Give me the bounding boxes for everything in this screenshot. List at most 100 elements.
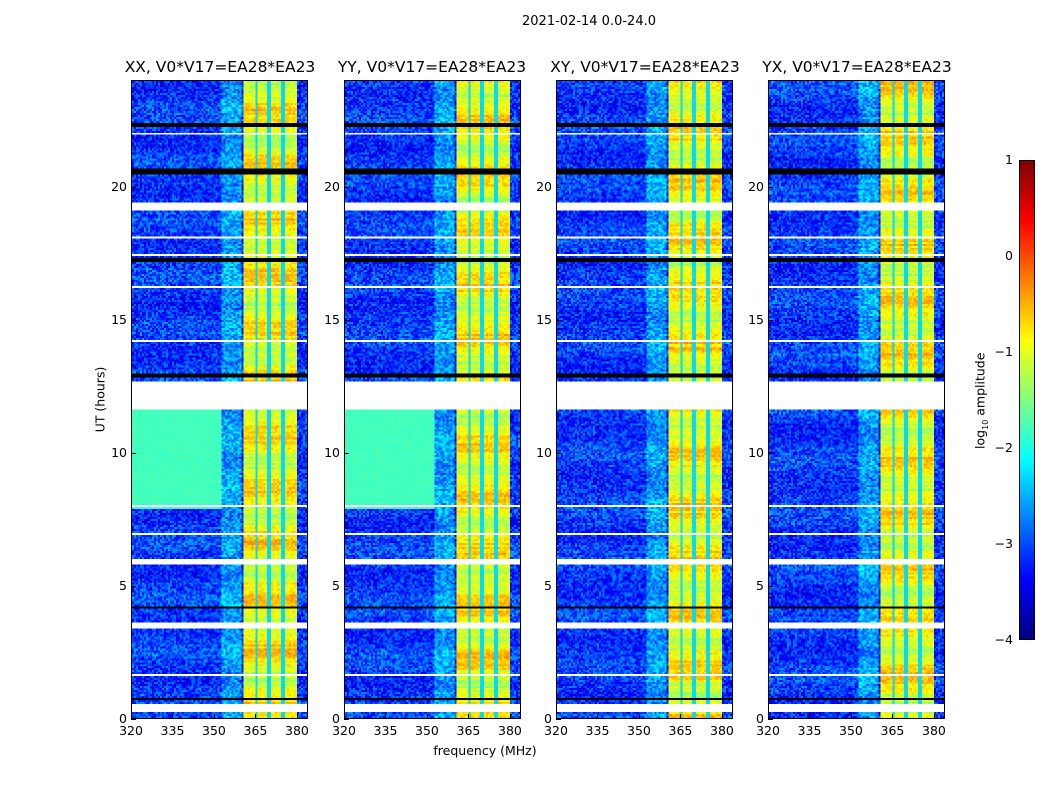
- x-tick-label: 380: [285, 723, 309, 738]
- y-tick-label: 5: [756, 577, 764, 593]
- x-tick-label: 335: [160, 723, 185, 738]
- waterfall-heatmap: [557, 81, 732, 718]
- y-tick-mark: [344, 585, 349, 587]
- figure-title: 2021-02-14 0.0-24.0: [522, 14, 656, 29]
- x-tick-mark: [468, 714, 470, 719]
- colorbar-tick-label: 0: [1005, 248, 1013, 263]
- x-tick-label: 365: [668, 723, 693, 738]
- y-tick-mark: [131, 186, 136, 188]
- x-tick-label: 335: [373, 723, 398, 738]
- y-tick-label: 10: [111, 444, 127, 460]
- y-tick-label: 5: [544, 577, 552, 593]
- x-tick-label: 365: [456, 723, 481, 738]
- x-tick-mark: [850, 714, 852, 719]
- y-tick-mark: [344, 719, 349, 720]
- x-tick-mark: [933, 714, 935, 719]
- y-tick-label: 10: [536, 444, 552, 460]
- colorbar-tick-label: 1: [1005, 152, 1013, 167]
- y-tick-mark: [768, 585, 773, 587]
- x-tick-mark: [426, 714, 428, 719]
- y-tick-label: 5: [119, 577, 127, 593]
- colorbar-gradient: [1020, 161, 1034, 639]
- x-tick-mark: [344, 714, 345, 719]
- y-tick-label: 5: [332, 577, 340, 593]
- x-tick-mark: [721, 714, 723, 719]
- y-tick-mark: [131, 719, 136, 720]
- waterfall-panel-yx: [768, 80, 945, 719]
- y-tick-mark: [131, 319, 136, 321]
- y-tick-mark: [556, 319, 561, 321]
- x-tick-mark: [385, 714, 387, 719]
- y-tick-label: 20: [324, 178, 340, 194]
- colorbar: [1019, 160, 1035, 640]
- y-tick-label: 15: [748, 311, 764, 327]
- waterfall-heatmap: [769, 81, 944, 718]
- y-tick-label: 20: [748, 178, 764, 194]
- y-tick-mark: [131, 585, 136, 587]
- x-tick-mark: [809, 714, 811, 719]
- y-tick-label: 0: [119, 711, 127, 726]
- x-tick-label: 335: [585, 723, 610, 738]
- x-tick-label: 335: [797, 723, 822, 738]
- y-tick-label: 15: [324, 311, 340, 327]
- x-tick-mark: [296, 714, 298, 719]
- x-tick-label: 320: [544, 723, 568, 738]
- x-tick-label: 380: [498, 723, 522, 738]
- waterfall-heatmap: [345, 81, 520, 718]
- y-tick-mark: [556, 585, 561, 587]
- panel-title-xy: XY, V0*V17=EA28*EA23: [550, 58, 740, 76]
- x-tick-mark: [597, 714, 599, 719]
- y-tick-mark: [768, 719, 773, 720]
- y-tick-mark: [768, 186, 773, 188]
- waterfall-panel-xy: [556, 80, 733, 719]
- y-tick-mark: [768, 452, 773, 454]
- x-tick-label: 320: [332, 723, 356, 738]
- y-tick-label: 10: [324, 444, 340, 460]
- y-tick-label: 15: [536, 311, 552, 327]
- y-tick-mark: [131, 452, 136, 454]
- x-tick-label: 350: [839, 723, 863, 738]
- y-tick-label: 20: [536, 178, 552, 194]
- x-tick-label: 380: [922, 723, 946, 738]
- x-tick-mark: [638, 714, 640, 719]
- y-tick-mark: [768, 319, 773, 321]
- x-axis-label: frequency (MHz): [433, 743, 537, 758]
- y-tick-label: 20: [111, 178, 127, 194]
- colorbar-tick-label: −2: [994, 440, 1013, 455]
- colorbar-tick-label: −1: [994, 344, 1013, 359]
- x-tick-label: 320: [119, 723, 143, 738]
- colorbar-tick-label: −4: [994, 632, 1013, 647]
- x-tick-label: 350: [202, 723, 226, 738]
- y-tick-label: 0: [544, 711, 552, 726]
- x-tick-mark: [768, 714, 769, 719]
- panel-title-yy: YY, V0*V17=EA28*EA23: [337, 58, 527, 76]
- x-tick-mark: [255, 714, 257, 719]
- y-tick-mark: [344, 319, 349, 321]
- x-tick-mark: [509, 714, 511, 719]
- colorbar-tick-label: −3: [994, 536, 1013, 551]
- x-tick-mark: [131, 714, 132, 719]
- y-tick-mark: [556, 719, 561, 720]
- waterfall-panel-xx: [131, 80, 308, 719]
- x-tick-label: 350: [415, 723, 439, 738]
- x-tick-label: 365: [243, 723, 268, 738]
- y-tick-mark: [344, 452, 349, 454]
- x-tick-label: 350: [627, 723, 651, 738]
- y-tick-mark: [556, 186, 561, 188]
- x-tick-label: 365: [880, 723, 905, 738]
- panel-title-xx: XX, V0*V17=EA28*EA23: [124, 58, 316, 76]
- waterfall-heatmap: [132, 81, 307, 718]
- panel-title-yx: YX, V0*V17=EA28*EA23: [762, 58, 952, 76]
- y-tick-label: 0: [332, 711, 340, 726]
- x-tick-label: 380: [710, 723, 734, 738]
- y-tick-label: 10: [748, 444, 764, 460]
- y-tick-label: 0: [756, 711, 764, 726]
- x-tick-mark: [213, 714, 215, 719]
- x-tick-mark: [172, 714, 174, 719]
- y-axis-label: UT (hours): [92, 366, 108, 433]
- x-tick-mark: [680, 714, 682, 719]
- x-tick-mark: [556, 714, 557, 719]
- y-tick-mark: [556, 452, 561, 454]
- x-tick-label: 320: [756, 723, 780, 738]
